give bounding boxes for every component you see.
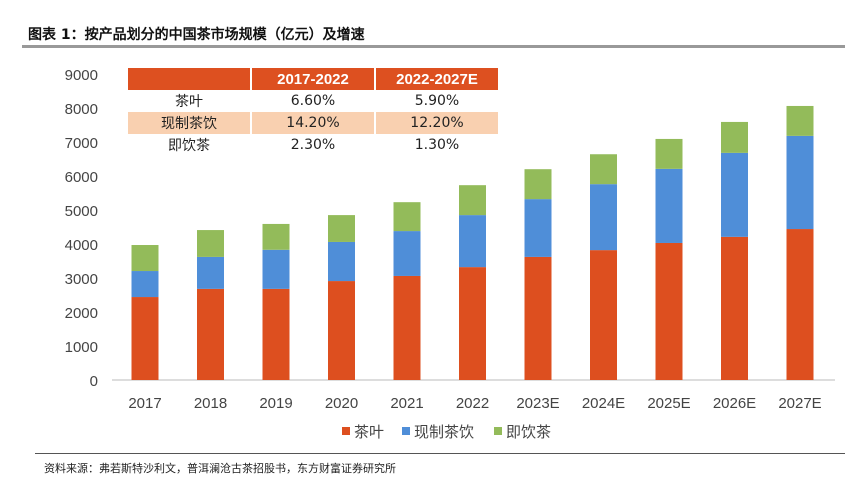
cell: 6.60%: [251, 90, 376, 112]
bar-segment: [262, 249, 290, 289]
bar-segment: [393, 275, 421, 380]
bar-segment: [590, 154, 617, 185]
x-tick-label: 2023E: [516, 395, 559, 412]
x-tick-label: 2019: [259, 395, 292, 412]
y-tick-label: 2000: [65, 305, 98, 322]
x-tick-label: 2021: [390, 395, 423, 412]
x-tick-label: 2024E: [582, 395, 625, 412]
bar-segment: [459, 185, 486, 216]
bar-segment: [786, 105, 814, 136]
bar-segment: [393, 231, 421, 276]
x-tick-label: 2025E: [647, 395, 690, 412]
growth-row: 即饮茶 2.30% 1.30%: [128, 134, 500, 156]
row-label: 茶叶: [128, 90, 252, 112]
growth-row: 现制茶饮 14.20% 12.20%: [128, 112, 500, 134]
bar-segment: [262, 288, 290, 380]
bar-segment: [328, 281, 355, 380]
bar-segment: [459, 267, 486, 380]
y-tick-label: 5000: [65, 203, 98, 220]
y-tick-label: 3000: [65, 271, 98, 288]
bar-segment: [328, 241, 355, 282]
bar-segment: [655, 138, 683, 169]
header-cell: [128, 68, 252, 90]
x-tick-label: 2027E: [778, 395, 821, 412]
x-tick-label: 2018: [194, 395, 227, 412]
title-rule: [22, 45, 845, 48]
legend-label: 茶叶: [354, 423, 384, 441]
header-cell: 2022-2027E: [375, 68, 500, 90]
cell: 14.20%: [251, 112, 376, 134]
bar-segment: [197, 288, 224, 380]
legend-swatch: [402, 427, 410, 435]
header-cell: 2017-2022: [251, 68, 376, 90]
cell: 5.90%: [375, 90, 500, 112]
figure-title: 图表 1：按产品划分的中国茶市场规模（亿元）及增速: [28, 27, 365, 43]
bar-segment: [328, 215, 355, 242]
bar-segment: [721, 152, 748, 237]
legend-swatch: [342, 427, 350, 435]
bar-segment: [197, 230, 224, 257]
growth-table: 2017-2022 2022-2027E 茶叶 6.60% 5.90% 现制茶饮…: [128, 68, 500, 156]
bar-segment: [459, 215, 486, 268]
y-tick-label: 7000: [65, 135, 98, 152]
y-tick-label: 9000: [65, 67, 98, 84]
bar-segment: [197, 256, 224, 289]
growth-table-header: 2017-2022 2022-2027E: [128, 68, 500, 90]
bar-segment: [655, 242, 683, 380]
row-label: 即饮茶: [128, 134, 252, 156]
bar-segment: [590, 184, 617, 251]
y-tick-label: 4000: [65, 237, 98, 254]
x-tick-label: 2026E: [713, 395, 756, 412]
legend-swatch: [494, 427, 502, 435]
source-note: 资料来源：弗若斯特沙利文，普洱澜沧古茶招股书，东方财富证券研究所: [44, 462, 396, 475]
growth-row: 茶叶 6.60% 5.90%: [128, 90, 500, 112]
bar-segment: [262, 223, 290, 250]
bar-segment: [786, 135, 814, 230]
legend-label: 即饮茶: [506, 423, 551, 441]
bar-segment: [721, 121, 748, 153]
bar-segment: [524, 169, 552, 200]
bar-segment: [131, 245, 159, 272]
bar-segment: [590, 250, 617, 380]
x-tick-label: 2022: [456, 395, 489, 412]
row-label: 现制茶饮: [128, 112, 252, 134]
cell: 12.20%: [375, 112, 500, 134]
legend-label: 现制茶饮: [414, 423, 474, 441]
bar-segment: [721, 236, 748, 380]
y-tick-label: 6000: [65, 169, 98, 186]
footer-rule: [35, 453, 845, 454]
bar-segment: [524, 256, 552, 380]
bar-segment: [524, 199, 552, 257]
cell: 1.30%: [375, 134, 500, 156]
x-tick-label: 2017: [128, 395, 161, 412]
bar-segment: [131, 297, 159, 380]
y-tick-label: 1000: [65, 339, 98, 356]
y-tick-label: 8000: [65, 101, 98, 118]
bar-segment: [655, 168, 683, 243]
bar-segment: [393, 202, 421, 232]
y-tick-label: 0: [90, 373, 98, 390]
cell: 2.30%: [251, 134, 376, 156]
x-tick-label: 2020: [325, 395, 358, 412]
bar-segment: [786, 229, 814, 380]
bar-segment: [131, 271, 159, 298]
